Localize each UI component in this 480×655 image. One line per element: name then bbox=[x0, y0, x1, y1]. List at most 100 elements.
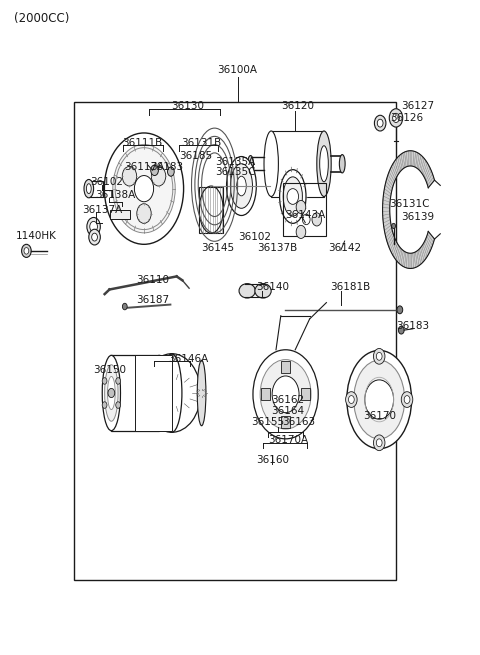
Bar bbox=[89, 181, 103, 196]
Text: (2000CC): (2000CC) bbox=[14, 12, 70, 25]
Polygon shape bbox=[413, 253, 416, 268]
Circle shape bbox=[401, 392, 413, 407]
Ellipse shape bbox=[162, 354, 182, 432]
Polygon shape bbox=[384, 225, 392, 234]
Ellipse shape bbox=[317, 131, 331, 196]
Ellipse shape bbox=[86, 184, 91, 194]
Polygon shape bbox=[397, 248, 402, 263]
Text: 36170A: 36170A bbox=[268, 435, 308, 445]
Polygon shape bbox=[414, 252, 417, 267]
Text: 36135A: 36135A bbox=[215, 157, 255, 168]
Ellipse shape bbox=[84, 179, 94, 198]
Polygon shape bbox=[411, 151, 414, 166]
Polygon shape bbox=[393, 244, 398, 258]
Text: 36127: 36127 bbox=[401, 101, 434, 111]
Text: 36139: 36139 bbox=[401, 212, 434, 223]
Circle shape bbox=[365, 380, 394, 419]
Polygon shape bbox=[403, 152, 406, 168]
Ellipse shape bbox=[320, 146, 328, 181]
Polygon shape bbox=[388, 235, 395, 248]
Circle shape bbox=[302, 214, 310, 225]
Circle shape bbox=[376, 439, 382, 447]
Text: 36164: 36164 bbox=[271, 405, 305, 416]
Polygon shape bbox=[403, 252, 406, 267]
Text: 1140HK: 1140HK bbox=[15, 231, 57, 241]
Text: 36145: 36145 bbox=[201, 242, 234, 253]
Text: 36111B: 36111B bbox=[122, 138, 163, 148]
Ellipse shape bbox=[339, 155, 345, 173]
Circle shape bbox=[22, 244, 31, 257]
Polygon shape bbox=[390, 240, 396, 253]
Polygon shape bbox=[411, 253, 414, 269]
Circle shape bbox=[296, 200, 306, 214]
Polygon shape bbox=[383, 211, 390, 215]
Ellipse shape bbox=[255, 284, 271, 298]
Polygon shape bbox=[405, 252, 408, 268]
Text: 36170: 36170 bbox=[363, 411, 396, 421]
Circle shape bbox=[102, 378, 107, 384]
Circle shape bbox=[253, 350, 318, 439]
Polygon shape bbox=[384, 189, 391, 196]
Circle shape bbox=[151, 166, 166, 186]
Ellipse shape bbox=[113, 145, 175, 233]
Polygon shape bbox=[417, 154, 421, 169]
Circle shape bbox=[24, 248, 29, 254]
Circle shape bbox=[389, 109, 403, 127]
Polygon shape bbox=[383, 204, 390, 208]
Polygon shape bbox=[427, 174, 433, 185]
Bar bbox=[199, 187, 223, 233]
Polygon shape bbox=[384, 219, 391, 227]
Polygon shape bbox=[383, 217, 390, 223]
Text: 36183: 36183 bbox=[150, 162, 184, 172]
Circle shape bbox=[168, 167, 174, 176]
Polygon shape bbox=[388, 172, 395, 184]
Circle shape bbox=[102, 402, 107, 408]
Circle shape bbox=[312, 213, 322, 226]
Text: 36187: 36187 bbox=[136, 295, 169, 305]
Polygon shape bbox=[384, 185, 392, 194]
Bar bbox=[271, 131, 324, 196]
Polygon shape bbox=[414, 152, 417, 167]
Text: 36142: 36142 bbox=[328, 242, 361, 253]
Polygon shape bbox=[399, 250, 403, 265]
Text: 36135C: 36135C bbox=[215, 167, 255, 178]
Text: 36185: 36185 bbox=[179, 151, 213, 161]
Bar bbox=[281, 361, 290, 373]
Polygon shape bbox=[396, 247, 401, 262]
Circle shape bbox=[272, 376, 299, 413]
Text: 36120: 36120 bbox=[281, 101, 314, 111]
Circle shape bbox=[116, 402, 120, 408]
Circle shape bbox=[92, 233, 97, 241]
Polygon shape bbox=[389, 169, 396, 181]
Polygon shape bbox=[420, 248, 424, 263]
Polygon shape bbox=[407, 151, 409, 166]
Ellipse shape bbox=[105, 365, 118, 421]
Circle shape bbox=[374, 115, 386, 131]
Polygon shape bbox=[383, 200, 390, 205]
Circle shape bbox=[398, 326, 404, 334]
Text: 36100A: 36100A bbox=[217, 65, 258, 75]
Ellipse shape bbox=[108, 377, 115, 409]
Polygon shape bbox=[418, 249, 422, 264]
Polygon shape bbox=[422, 160, 427, 175]
Polygon shape bbox=[389, 238, 396, 250]
Bar bbox=[111, 355, 159, 431]
Ellipse shape bbox=[230, 164, 252, 208]
Polygon shape bbox=[418, 155, 422, 170]
Polygon shape bbox=[410, 253, 412, 269]
Circle shape bbox=[397, 306, 403, 314]
Polygon shape bbox=[420, 246, 426, 261]
Bar bbox=[135, 355, 172, 431]
Circle shape bbox=[376, 352, 382, 360]
Text: 36162: 36162 bbox=[271, 394, 305, 405]
Circle shape bbox=[392, 223, 396, 229]
Polygon shape bbox=[405, 151, 408, 167]
Polygon shape bbox=[384, 223, 391, 231]
Polygon shape bbox=[401, 153, 405, 168]
Bar bbox=[74, 102, 396, 580]
Text: 36102: 36102 bbox=[90, 177, 123, 187]
Polygon shape bbox=[416, 251, 419, 267]
Polygon shape bbox=[417, 250, 421, 265]
Polygon shape bbox=[423, 162, 429, 177]
Ellipse shape bbox=[264, 131, 278, 196]
